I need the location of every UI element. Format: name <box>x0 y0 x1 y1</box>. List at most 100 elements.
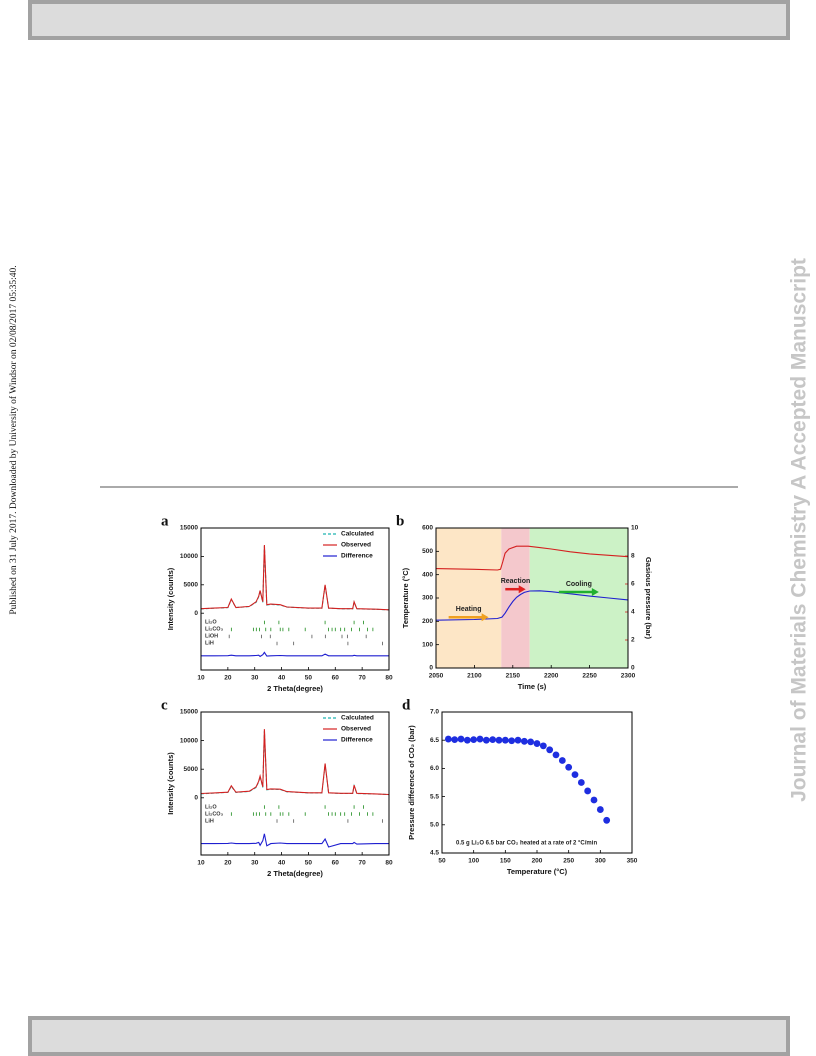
y-tick-label: 15000 <box>180 709 198 716</box>
region-label: Cooling <box>566 581 592 588</box>
x-tick-label: 2100 <box>467 673 482 680</box>
data-point <box>565 763 573 771</box>
y-tick-label: 5000 <box>184 582 199 589</box>
y-tick-label: 200 <box>422 618 433 625</box>
region <box>436 528 502 668</box>
x-tick-label: 150 <box>500 858 511 865</box>
y-tick-label: 5.5 <box>430 793 439 800</box>
y-tick-label: 7.0 <box>430 709 439 716</box>
x-tick-label: 30 <box>251 860 259 867</box>
y-tick-label: 0 <box>194 795 198 802</box>
watermark: Journal of Materials Chemistry A Accepte… <box>788 258 811 802</box>
data-point <box>495 736 503 744</box>
x-axis-label: 2 Theta(degree) <box>267 684 323 693</box>
annotation: 0.5 g Li₂O 6.5 bar CO₂ heated at a rate … <box>456 841 597 847</box>
plot-frame <box>200 711 390 856</box>
data-point <box>552 751 560 759</box>
data-point <box>476 735 484 743</box>
x-tick-label: 2300 <box>621 673 636 680</box>
data-point <box>463 736 471 744</box>
y-tick-label: 15000 <box>180 525 198 532</box>
y2-tick-label: 4 <box>631 609 635 616</box>
x-tick-label: 40 <box>278 675 286 682</box>
x-tick-label: 300 <box>595 858 606 865</box>
data-point <box>501 736 509 744</box>
phase-label: LiH <box>205 641 214 647</box>
y-tick-label: 10000 <box>180 553 198 560</box>
y2-tick-label: 0 <box>631 665 635 672</box>
x-tick-label: 200 <box>532 858 543 865</box>
arrow-head <box>481 613 489 622</box>
data-point <box>571 771 579 779</box>
y-tick-label: 100 <box>422 641 433 648</box>
legend-label: Calculated <box>341 531 374 538</box>
arrow-head <box>518 585 526 594</box>
x-tick-label: 100 <box>468 858 479 865</box>
x-tick-label: 60 <box>332 675 340 682</box>
data-line <box>200 544 390 611</box>
data-line <box>435 545 629 571</box>
data-point <box>527 738 535 746</box>
y-tick-label: 4.5 <box>430 850 439 857</box>
y-axis-label: Intensity (counts) <box>166 752 175 815</box>
data-point <box>596 806 604 813</box>
y2-tick-label: 10 <box>631 525 639 532</box>
panel-label: b <box>396 513 404 529</box>
data-point <box>514 736 522 744</box>
plot-frame <box>441 711 633 854</box>
data-point <box>457 735 465 743</box>
data-point <box>533 740 541 747</box>
data-point <box>444 735 452 743</box>
x-axis-label: Temperature (°C) <box>507 867 568 876</box>
plot-frame <box>435 527 629 669</box>
panel-label: c <box>161 697 168 713</box>
y-axis-label: Temperature (°C) <box>401 567 410 628</box>
region-label: Reaction <box>501 578 531 585</box>
y-tick-label: 0 <box>194 610 198 617</box>
x-tick-label: 70 <box>359 675 367 682</box>
x-tick-label: 80 <box>385 675 393 682</box>
x-tick-label: 50 <box>438 858 446 865</box>
legend-label: Difference <box>341 553 373 560</box>
x-axis-label: 2 Theta(degree) <box>267 869 323 878</box>
x-tick-label: 60 <box>332 860 340 867</box>
data-point <box>451 736 459 744</box>
y-axis-label: Intensity (counts) <box>166 567 175 630</box>
x-tick-label: 2050 <box>429 673 444 680</box>
y-tick-label: 6.0 <box>430 765 439 772</box>
legend-label: Observed <box>341 726 371 733</box>
x-tick-label: 70 <box>359 860 367 867</box>
x-tick-label: 250 <box>563 858 574 865</box>
x-tick-label: 2250 <box>582 673 597 680</box>
x-tick-label: 2200 <box>544 673 559 680</box>
y2-axis-label: Gasious pressure (bar) <box>644 557 653 640</box>
x-axis-label: Time (s) <box>518 682 547 691</box>
data-point <box>603 816 611 824</box>
y2-tick-label: 6 <box>631 581 635 588</box>
legend-label: Difference <box>341 737 373 744</box>
phase-label: Li₂O <box>205 620 217 626</box>
data-point <box>590 796 598 804</box>
data-point <box>482 736 490 744</box>
data-point <box>584 787 592 795</box>
x-tick-label: 80 <box>385 860 393 867</box>
data-point <box>539 742 547 750</box>
x-tick-label: 10 <box>197 675 205 682</box>
x-tick-label: 20 <box>224 860 232 867</box>
phase-label: LiOH <box>205 634 218 640</box>
region-label: Heating <box>456 606 482 613</box>
header-bar <box>28 0 790 40</box>
y-tick-label: 5.0 <box>430 822 439 829</box>
data-point <box>470 736 478 744</box>
y-tick-label: 5000 <box>184 766 199 773</box>
x-tick-label: 50 <box>305 860 313 867</box>
panel-label: a <box>161 513 169 529</box>
x-tick-label: 2150 <box>506 673 521 680</box>
y-tick-label: 500 <box>422 548 433 555</box>
x-tick-label: 350 <box>627 858 638 865</box>
side-note: Published on 31 July 2017. Downloaded by… <box>8 265 19 614</box>
plot-frame <box>200 527 390 671</box>
y-tick-label: 6.5 <box>430 737 439 744</box>
phase-label: Li₂CO₃ <box>205 627 224 633</box>
panel-label: d <box>402 697 411 713</box>
